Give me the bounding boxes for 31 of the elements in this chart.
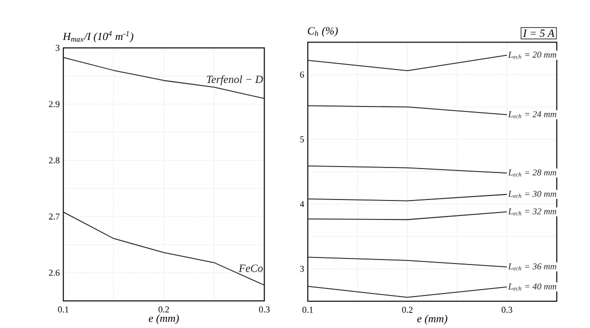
y-tick-label: 2.9 xyxy=(48,101,60,108)
x-tick-label: 0.3 xyxy=(259,306,270,313)
y-tick-label: 3 xyxy=(56,44,60,51)
series-label: L$_{ech}$ = 28 mm xyxy=(508,170,556,177)
x-tick-label: 0.2 xyxy=(402,306,412,313)
x-tick-label: 0.3 xyxy=(502,306,512,313)
y-tick-label: 5 xyxy=(300,136,304,142)
x-tick-label: 0.2 xyxy=(158,306,169,313)
x-axis-title: e (mm) xyxy=(148,314,179,324)
y-tick-label: 3 xyxy=(300,266,304,272)
y-tick-label: 2.8 xyxy=(48,157,60,164)
y-tick-label: 2.6 xyxy=(48,270,60,276)
series-label: L$_{ech}$ = 32 mm xyxy=(508,208,556,216)
x-tick-label: 0.1 xyxy=(58,306,68,313)
series-label: L$_{ech}$ = 20 mm xyxy=(508,52,556,59)
x-tick-label: 0.1 xyxy=(302,306,313,313)
x-axis-title: e (mm) xyxy=(417,314,448,325)
y-tick-label: 6 xyxy=(300,72,304,78)
y-tick-label: 2.7 xyxy=(48,214,60,220)
y-tick-label: 4 xyxy=(300,201,304,208)
text: I = 5 A xyxy=(522,30,555,37)
series-label: L$_{ech}$ = 30 mm xyxy=(508,190,556,198)
series-label: L$_{ech}$ = 36 mm xyxy=(508,263,556,270)
line-series xyxy=(62,57,265,99)
series-label: L$_{ech}$ = 24 mm xyxy=(508,111,556,118)
series-label: FeCo xyxy=(238,264,263,272)
series-label: Terfenol − D xyxy=(206,75,263,86)
line-series xyxy=(62,212,265,286)
series-label: L$_{ech}$ = 40 mm xyxy=(508,283,556,291)
y-axis-title: C$_{h}$ (%) xyxy=(308,26,338,37)
y-axis-title: H$_{max}$/I (10$^{4}$ m$^{-1}$) xyxy=(62,31,134,42)
